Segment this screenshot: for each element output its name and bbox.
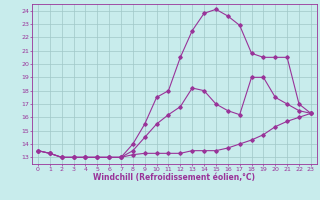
X-axis label: Windchill (Refroidissement éolien,°C): Windchill (Refroidissement éolien,°C): [93, 173, 255, 182]
